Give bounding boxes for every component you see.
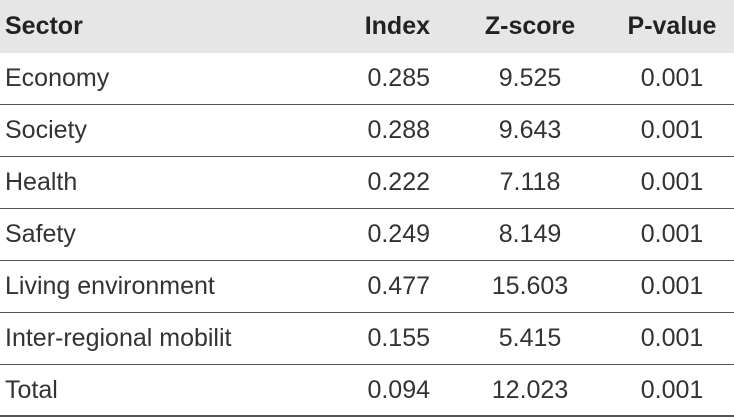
p-value-cell: 0.001 (640, 168, 704, 196)
z-score-cell: 15.603 (491, 272, 569, 300)
z-score-cell: 9.525 (498, 64, 562, 92)
column-header-p-value: P-value (627, 12, 717, 40)
table-row: Inter-regional mobilit 0.155 5.415 0.001 (0, 313, 734, 365)
column-header-sector: Sector (5, 12, 83, 40)
sector-cell: Living environment (5, 272, 215, 300)
table-header-row: Sector Index Z-score P-value (0, 0, 734, 53)
table-row: Safety 0.249 8.149 0.001 (0, 209, 734, 261)
z-score-cell: 9.643 (498, 116, 562, 144)
index-cell: 0.288 (367, 116, 430, 144)
sector-cell: Economy (5, 64, 110, 92)
index-cell: 0.155 (367, 324, 430, 352)
index-cell: 0.249 (367, 220, 430, 248)
index-cell: 0.477 (367, 272, 430, 300)
column-header-z-score: Z-score (484, 12, 576, 40)
p-value-cell: 0.001 (640, 272, 704, 300)
index-cell: 0.285 (367, 64, 430, 92)
sector-cell: Safety (5, 220, 76, 248)
z-score-cell: 5.415 (498, 324, 562, 352)
table-row: Living environment 0.477 15.603 0.001 (0, 261, 734, 313)
index-cell: 0.094 (367, 375, 430, 404)
sector-cell: Inter-regional mobilit (5, 324, 232, 352)
table-row: Economy 0.285 9.525 0.001 (0, 53, 734, 105)
column-header-index: Index (364, 12, 430, 40)
table-row-total: Total 0.094 12.023 0.001 (0, 365, 734, 417)
p-value-cell: 0.001 (640, 324, 704, 352)
p-value-cell: 0.001 (640, 116, 704, 144)
sector-cell: Health (5, 168, 78, 196)
table-row: Health 0.222 7.118 0.001 (0, 157, 734, 209)
sector-cell: Total (5, 375, 58, 404)
z-score-cell: 8.149 (498, 220, 562, 248)
p-value-cell: 0.001 (640, 220, 704, 248)
sector-cell: Society (5, 116, 87, 144)
p-value-cell: 0.001 (640, 64, 704, 92)
z-score-cell: 12.023 (491, 375, 569, 404)
table-row: Society 0.288 9.643 0.001 (0, 105, 734, 157)
index-cell: 0.222 (367, 168, 430, 196)
p-value-cell: 0.001 (640, 375, 704, 404)
z-score-cell: 7.118 (499, 168, 561, 196)
